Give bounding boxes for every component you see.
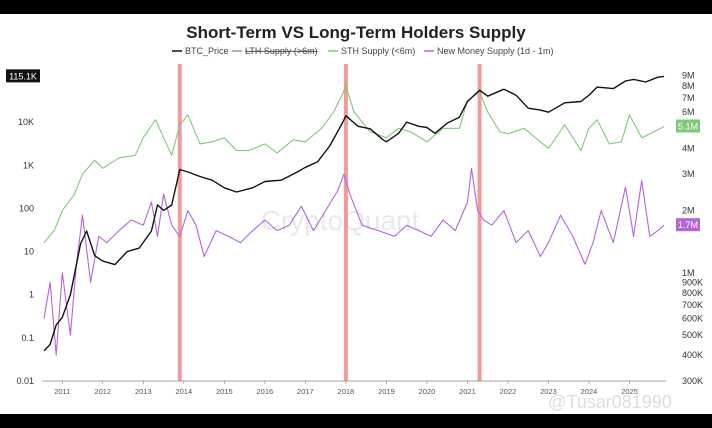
x-tick-label-2012: 2012 xyxy=(94,387,111,396)
vertical-marker-2 xyxy=(477,64,482,381)
badge-bg-115-1k xyxy=(6,69,40,83)
right-tick-label-4M: 4M xyxy=(682,143,695,153)
series-line-sth-supply-6m xyxy=(43,85,665,243)
badge-label-115-1k: 115.1K xyxy=(9,71,37,81)
badge-label-5-1m: 5.1M xyxy=(678,121,698,131)
badge-bg-5-1m xyxy=(676,119,700,133)
right-tick-label-3M: 3M xyxy=(682,169,695,179)
series-line-new-money-supply-1d-1m xyxy=(43,167,665,356)
right-tick-label-6M: 6M xyxy=(682,107,695,117)
x-tick-label-2014: 2014 xyxy=(175,387,192,396)
right-tick-label-500K: 500K xyxy=(682,330,703,340)
right-tick-label-9M: 9M xyxy=(682,70,695,80)
right-tick-label-8M: 8M xyxy=(682,81,695,91)
left-tick-label-10: 10 xyxy=(24,247,34,257)
x-tick-label-2011: 2011 xyxy=(54,387,70,396)
right-tick-label-7M: 7M xyxy=(682,93,695,103)
legend-label-lth-supply-6m: LTH Supply (>6m) xyxy=(245,46,318,56)
x-tick-label-2023: 2023 xyxy=(540,387,557,396)
right-tick-label-800K: 800K xyxy=(682,288,703,298)
badge-label-1-7m: 1.7M xyxy=(678,220,698,230)
legend-label-new-money-supply-1d-1m: New Money Supply (1d - 1m) xyxy=(437,46,554,56)
legend: BTC_Price LTH Supply (>6m) STH Supply (<6m… xyxy=(172,46,554,56)
vertical-marker-0 xyxy=(177,64,182,381)
legend-label-sth-supply-6m: STH Supply (<6m) xyxy=(341,46,415,56)
vertical-markers xyxy=(177,64,482,381)
x-tick-label-2017: 2017 xyxy=(297,387,314,396)
series-line-btc-price xyxy=(43,75,665,352)
letterbox-bottom xyxy=(0,414,712,428)
letterbox-top xyxy=(0,0,712,14)
axes: 2011 2012 2013 2014 2015 2016 2017 2018 2019 2020… xyxy=(16,70,703,396)
right-tick-label-600K: 600K xyxy=(682,314,703,324)
left-tick-label-0.01: 0.01 xyxy=(16,376,34,386)
x-tick-label-2021: 2021 xyxy=(459,387,476,396)
chart-panel xyxy=(0,14,712,414)
x-tick-label-2018: 2018 xyxy=(338,387,355,396)
right-tick-label-300K: 300K xyxy=(682,376,703,386)
x-tick-label-2016: 2016 xyxy=(257,387,274,396)
left-tick-label-10K: 10K xyxy=(18,117,34,127)
chart-title: Short-Term VS Long-Term Holders Supply xyxy=(186,23,526,42)
legend-label-btc-price: BTC_Price xyxy=(185,46,229,56)
x-tick-label-2022: 2022 xyxy=(500,387,517,396)
plot-area xyxy=(43,75,665,356)
vertical-marker-1 xyxy=(343,64,348,381)
x-tick-label-2024: 2024 xyxy=(581,387,598,396)
left-tick-label-1: 1 xyxy=(29,290,34,300)
left-tick-label-1K: 1K xyxy=(23,160,34,170)
x-tick-label-2015: 2015 xyxy=(216,387,233,396)
right-tick-label-1M: 1M xyxy=(682,268,695,278)
left-tick-label-100: 100 xyxy=(19,203,34,213)
right-tick-label-900K: 900K xyxy=(682,277,703,287)
right-tick-label-2M: 2M xyxy=(682,206,695,216)
right-tick-label-400K: 400K xyxy=(682,350,703,360)
value-badges: 115.1K 5.1M 1.7M xyxy=(6,69,700,232)
left-tick-label-0.1: 0.1 xyxy=(21,333,34,343)
x-tick-label-2025: 2025 xyxy=(621,387,638,396)
x-tick-label-2013: 2013 xyxy=(135,387,152,396)
badge-bg-1-7m xyxy=(676,218,700,232)
right-tick-label-700K: 700K xyxy=(682,300,703,310)
x-tick-label-2020: 2020 xyxy=(419,387,436,396)
watermark: CryptoQuant xyxy=(261,205,420,236)
overlay-watermark: @Tusar081990 xyxy=(548,392,672,412)
x-tick-label-2019: 2019 xyxy=(378,387,395,396)
